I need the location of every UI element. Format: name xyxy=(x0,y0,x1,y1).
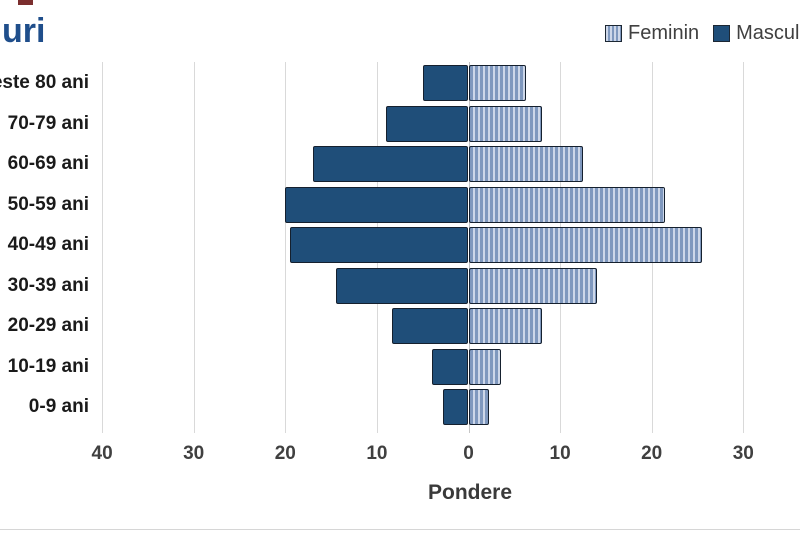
x-tick-label: 40 xyxy=(91,443,113,464)
bar-masculin-60-69-ani xyxy=(312,146,469,182)
bar-masculin-10-19-ani xyxy=(431,348,469,385)
x-tick-label: 0 xyxy=(463,443,474,464)
bar-feminin-70-79-ani xyxy=(468,105,542,142)
bar-feminin-0-9-ani xyxy=(468,389,489,425)
bar-feminin-50-59-ani xyxy=(468,186,666,223)
legend-label-feminin: Feminin xyxy=(628,22,700,44)
bar-feminin-20-29-ani xyxy=(468,308,542,344)
legend-label-masculin: Masculin xyxy=(736,22,800,44)
gridline-30-right xyxy=(743,62,745,433)
bar-masculin-50-59-ani xyxy=(285,186,469,223)
bar-masculin-0-9-ani xyxy=(442,389,469,425)
window-bottom-edge xyxy=(0,529,800,530)
bar-feminin-30-39-ani xyxy=(468,267,597,304)
chart-legend: Feminin Masculin xyxy=(605,22,800,45)
x-tick-label: 30 xyxy=(183,443,205,464)
gridline-40-left xyxy=(102,62,104,433)
x-tick-label: 20 xyxy=(274,443,296,464)
gridline-30-left xyxy=(193,62,195,433)
y-category-label: 50-59 ani xyxy=(7,193,89,215)
bar-masculin-30-39-ani xyxy=(335,267,469,304)
top-left-red-fragment xyxy=(18,0,33,5)
y-category-label: 0-9 ani xyxy=(28,396,89,417)
y-category-label: 10-19 ani xyxy=(7,355,89,377)
y-category-label: 40-49 ani xyxy=(7,234,89,255)
x-tick-label: 20 xyxy=(641,443,663,464)
x-tick-label: 10 xyxy=(549,443,571,464)
y-category-label: 60-69 ani xyxy=(7,153,89,174)
y-category-label: 20-29 ani xyxy=(7,315,89,336)
masculin-swatch-icon xyxy=(713,25,731,42)
legend-item-masculin: Masculin xyxy=(713,22,800,45)
bar-masculin-20-29-ani xyxy=(392,308,469,344)
bar-feminin-40-49-ani xyxy=(468,227,703,263)
bar-masculin-peste-80-ani xyxy=(422,65,469,101)
bar-masculin-40-49-ani xyxy=(289,227,469,263)
y-category-label: 70-79 ani xyxy=(7,112,89,134)
bar-feminin-60-69-ani xyxy=(468,146,583,182)
feminin-swatch-icon xyxy=(605,25,622,42)
bar-feminin-peste-80-ani xyxy=(468,65,527,101)
x-tick-label: 30 xyxy=(732,443,754,464)
chart-title: uri xyxy=(2,12,46,50)
y-category-label: 30-39 ani xyxy=(7,274,89,296)
gridline-20-left xyxy=(285,62,287,433)
bar-feminin-10-19-ani xyxy=(468,348,501,385)
legend-item-feminin: Feminin xyxy=(605,22,699,45)
x-tick-label: 10 xyxy=(366,443,388,464)
bar-masculin-70-79-ani xyxy=(386,105,469,142)
y-category-label: Peste 80 ani xyxy=(0,72,89,93)
x-axis-title: Pondere xyxy=(427,481,513,504)
